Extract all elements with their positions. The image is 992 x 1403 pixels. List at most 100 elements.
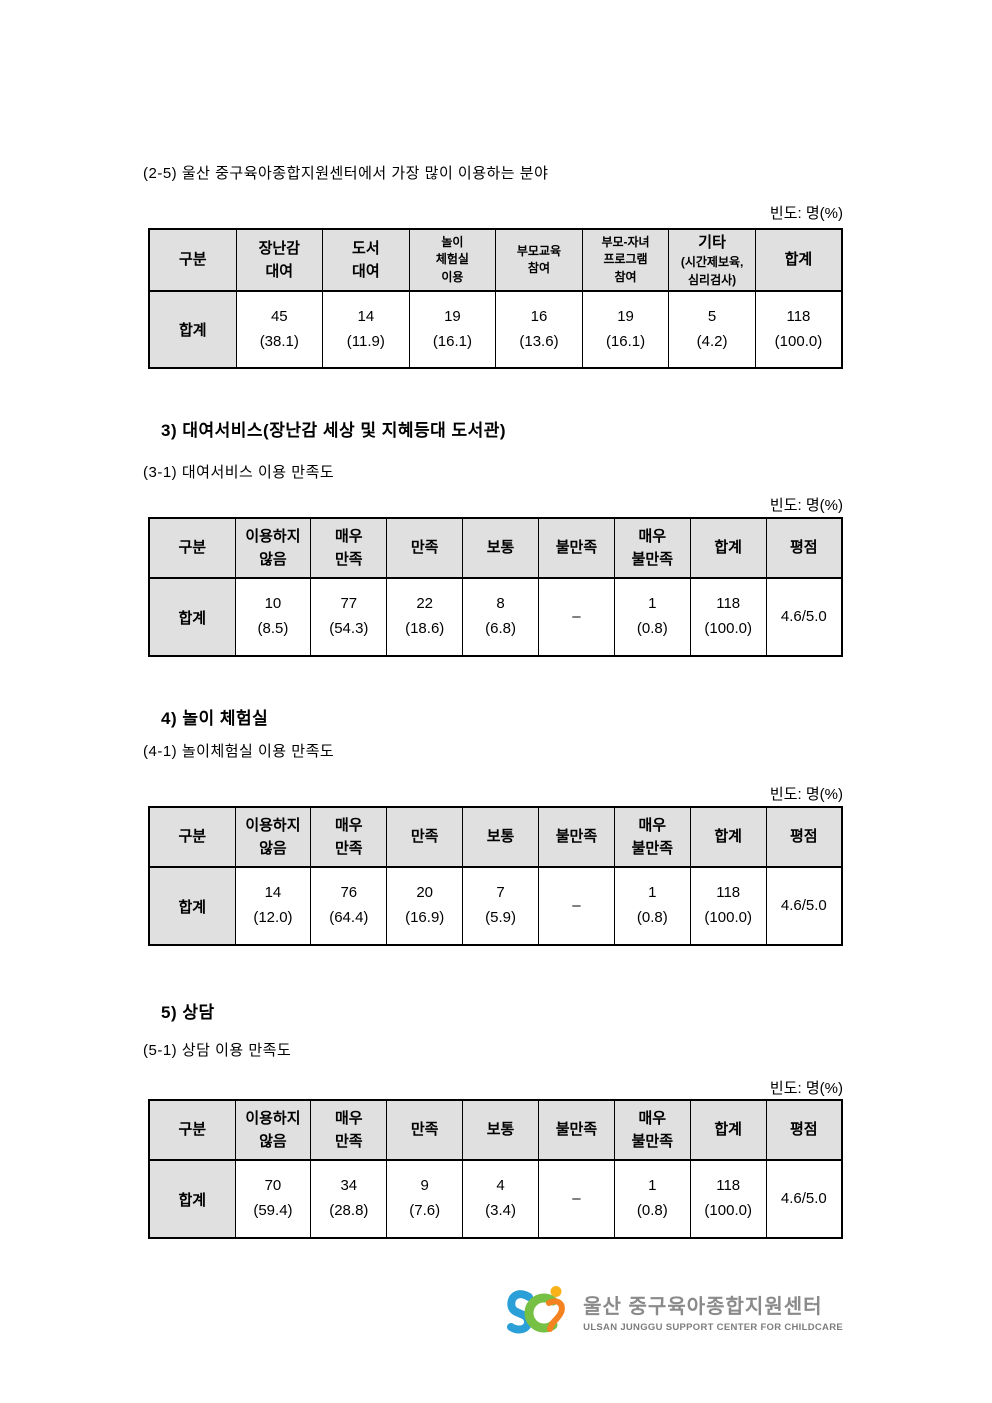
table-row-total: 합계 70 (59.4) 34 (28.8) 9 (7.6) 4 (3.4) –… [148, 1159, 843, 1239]
column-header-not-used: 이용하지 않음 [234, 1099, 312, 1161]
table-cell: 1 (0.8) [613, 577, 691, 657]
logo-text-block: 울산 중구육아종합지원센터 ULSAN JUNGGU SUPPORT CENTE… [583, 1290, 843, 1333]
table-cell: 10 (8.5) [234, 577, 312, 657]
table-header-row: 구분 장난감 대여 도서 대여 놀이 체험실 이용 부모교육 참여 부모-자녀 … [148, 228, 843, 292]
table-cell: 118 (100.0) [689, 866, 767, 946]
column-header-gubun: 구분 [148, 228, 237, 292]
table-cell: – [538, 1159, 615, 1239]
column-header-total: 합계 [689, 1099, 767, 1161]
column-header-score: 평점 [765, 1099, 843, 1161]
table-cell: – [538, 866, 615, 946]
section-3-heading: 3) 대여서비스(장난감 세상 및 지혜등대 도서관) [161, 421, 507, 440]
row-label: 합계 [148, 1159, 236, 1239]
frequency-note: 빈도: 명(%) [769, 205, 843, 222]
table-cell: 77 (54.3) [310, 577, 388, 657]
column-header-toy-rental: 장난감 대여 [235, 228, 324, 292]
row-label: 합계 [148, 866, 236, 946]
column-header-etc-main: 기타 [698, 233, 726, 251]
column-header-satisfied: 만족 [386, 1099, 464, 1161]
table-cell: 118 (100.0) [689, 577, 767, 657]
column-header-satisfied: 만족 [386, 806, 464, 868]
table-cell: 34 (28.8) [310, 1159, 388, 1239]
section-4-1-subtitle: (4-1) 놀이체험실 이용 만족도 [143, 743, 335, 760]
column-header-gubun: 구분 [148, 1099, 236, 1161]
table-cell: 1 (0.8) [613, 866, 691, 946]
column-header-parent-edu: 부모교육 참여 [495, 228, 583, 292]
column-header-dissatisfied: 불만족 [538, 1099, 615, 1161]
table-cell: 5 (4.2) [668, 290, 756, 369]
column-header-book-rental: 도서 대여 [322, 228, 410, 292]
section-5-1-subtitle: (5-1) 상담 이용 만족도 [143, 1042, 292, 1059]
frequency-note: 빈도: 명(%) [769, 786, 843, 803]
table-cell: – [538, 577, 615, 657]
logo-english-name: ULSAN JUNGGU SUPPORT CENTER FOR CHILDCAR… [583, 1321, 843, 1333]
column-header-etc-sub: (시간제보육, 심리검사) [680, 255, 744, 287]
column-header-very-dissatisfied: 매우 불만족 [613, 806, 691, 868]
frequency-note: 빈도: 명(%) [769, 497, 843, 514]
column-header-total: 합계 [754, 228, 843, 292]
column-header-playroom: 놀이 체험실 이용 [408, 228, 497, 292]
table-header-row: 구분 이용하지 않음 매우 만족 만족 보통 불만족 매우 불만족 합계 평점 [148, 806, 843, 868]
table-cell: 14 (11.9) [322, 290, 410, 369]
table-row-total: 합계 45 (38.1) 14 (11.9) 19 (16.1) 16 (13.… [148, 290, 843, 369]
table-cell-score: 4.6/5.0 [765, 866, 843, 946]
sci-logo-mark-icon [507, 1286, 566, 1334]
footer-logo: 울산 중구육아종합지원센터 ULSAN JUNGGU SUPPORT CENTE… [148, 1282, 843, 1340]
table-most-used-areas: 구분 장난감 대여 도서 대여 놀이 체험실 이용 부모교육 참여 부모-자녀 … [148, 228, 843, 369]
column-header-dissatisfied: 불만족 [538, 517, 615, 579]
table-cell: 16 (13.6) [495, 290, 583, 369]
column-header-score: 평점 [765, 806, 843, 868]
column-header-not-used: 이용하지 않음 [234, 806, 312, 868]
column-header-very-dissatisfied: 매우 불만족 [613, 517, 691, 579]
column-header-score: 평점 [765, 517, 843, 579]
table-playroom-satisfaction: 구분 이용하지 않음 매우 만족 만족 보통 불만족 매우 불만족 합계 평점 … [148, 806, 843, 946]
column-header-very-satisfied: 매우 만족 [310, 517, 388, 579]
table-cell-score: 4.6/5.0 [765, 577, 843, 657]
table-cell: 9 (7.6) [386, 1159, 464, 1239]
table-cell: 14 (12.0) [234, 866, 312, 946]
column-header-neutral: 보통 [462, 806, 539, 868]
table-counseling-satisfaction: 구분 이용하지 않음 매우 만족 만족 보통 불만족 매우 불만족 합계 평점 … [148, 1099, 843, 1239]
column-header-gubun: 구분 [148, 806, 236, 868]
column-header-dissatisfied: 불만족 [538, 806, 615, 868]
column-header-total: 합계 [689, 806, 767, 868]
table-cell: 76 (64.4) [310, 866, 388, 946]
section-2-5-title: (2-5) 울산 중구육아종합지원센터에서 가장 많이 이용하는 분야 [143, 165, 549, 182]
column-header-very-dissatisfied: 매우 불만족 [613, 1099, 691, 1161]
table-cell: 118 (100.0) [754, 290, 843, 369]
section-5-heading: 5) 상담 [161, 1003, 215, 1022]
table-header-row: 구분 이용하지 않음 매우 만족 만족 보통 불만족 매우 불만족 합계 평점 [148, 1099, 843, 1161]
table-rental-service-satisfaction: 구분 이용하지 않음 매우 만족 만족 보통 불만족 매우 불만족 합계 평점 … [148, 517, 843, 657]
section-4-heading: 4) 놀이 체험실 [161, 709, 269, 728]
table-cell: 4 (3.4) [462, 1159, 539, 1239]
table-row-total: 합계 10 (8.5) 77 (54.3) 22 (18.6) 8 (6.8) … [148, 577, 843, 657]
column-header-gubun: 구분 [148, 517, 236, 579]
column-header-etc: 기타 (시간제보육, 심리검사) [668, 228, 756, 292]
table-cell: 118 (100.0) [689, 1159, 767, 1239]
logo-korean-name: 울산 중구육아종합지원센터 [583, 1295, 823, 1318]
column-header-neutral: 보통 [462, 517, 539, 579]
section-3-1-subtitle: (3-1) 대여서비스 이용 만족도 [143, 464, 335, 481]
table-header-row: 구분 이용하지 않음 매우 만족 만족 보통 불만족 매우 불만족 합계 평점 [148, 517, 843, 579]
table-cell: 1 (0.8) [613, 1159, 691, 1239]
row-label: 합계 [148, 290, 237, 369]
table-cell: 19 (16.1) [408, 290, 497, 369]
column-header-very-satisfied: 매우 만족 [310, 806, 388, 868]
table-cell: 8 (6.8) [462, 577, 539, 657]
table-cell: 45 (38.1) [235, 290, 324, 369]
column-header-parent-child-program: 부모-자녀 프로그램 참여 [581, 228, 670, 292]
table-row-total: 합계 14 (12.0) 76 (64.4) 20 (16.9) 7 (5.9)… [148, 866, 843, 946]
row-label: 합계 [148, 577, 236, 657]
table-cell: 20 (16.9) [386, 866, 464, 946]
column-header-total: 합계 [689, 517, 767, 579]
column-header-neutral: 보통 [462, 1099, 539, 1161]
column-header-not-used: 이용하지 않음 [234, 517, 312, 579]
table-cell: 19 (16.1) [581, 290, 670, 369]
column-header-very-satisfied: 매우 만족 [310, 1099, 388, 1161]
column-header-satisfied: 만족 [386, 517, 464, 579]
table-cell: 22 (18.6) [386, 577, 464, 657]
table-cell-score: 4.6/5.0 [765, 1159, 843, 1239]
table-cell: 70 (59.4) [234, 1159, 312, 1239]
table-cell: 7 (5.9) [462, 866, 539, 946]
frequency-note: 빈도: 명(%) [769, 1080, 843, 1097]
